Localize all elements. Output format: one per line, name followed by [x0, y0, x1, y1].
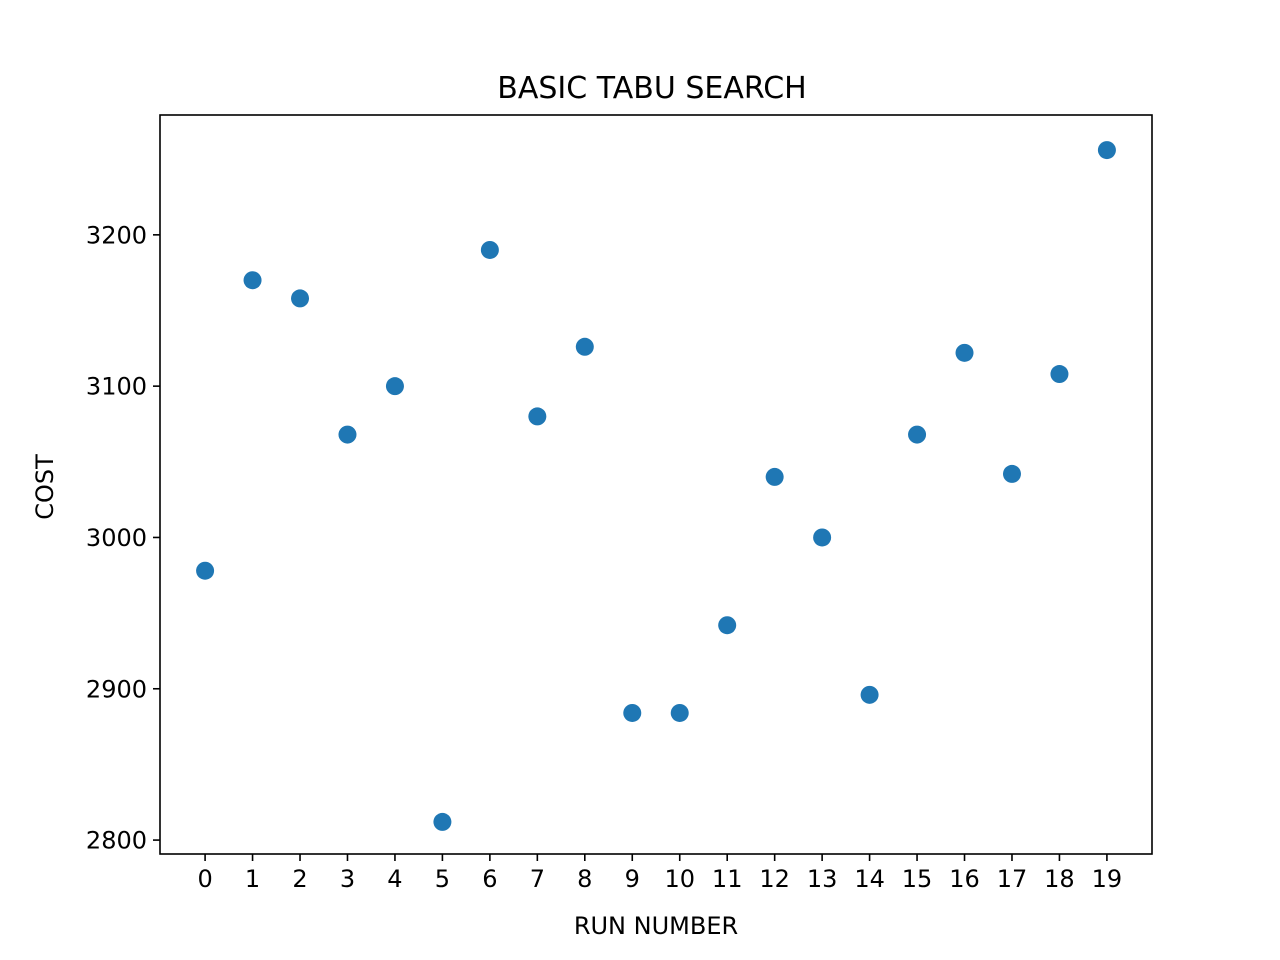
- data-point: [243, 271, 262, 290]
- x-tick-label: 10: [664, 865, 695, 893]
- y-axis-ticks: 2800 2900 3000 3100 3200: [86, 221, 160, 855]
- y-tick-label: 3100: [86, 373, 147, 401]
- data-point: [480, 240, 499, 259]
- x-tick-label: 9: [625, 865, 640, 893]
- data-point: [765, 467, 784, 486]
- data-point: [575, 337, 594, 356]
- data-point: [1097, 141, 1116, 160]
- x-tick-label: 3: [340, 865, 355, 893]
- x-tick-label: 5: [435, 865, 450, 893]
- x-tick-label: 14: [854, 865, 885, 893]
- data-point: [813, 528, 832, 547]
- y-axis-label: COST: [31, 454, 59, 520]
- data-point: [908, 425, 927, 444]
- x-tick-label: 15: [902, 865, 933, 893]
- x-tick-label: 18: [1044, 865, 1075, 893]
- data-point: [338, 425, 357, 444]
- data-point: [528, 407, 547, 426]
- data-point: [860, 685, 879, 704]
- x-tick-label: 8: [577, 865, 592, 893]
- x-tick-label: 2: [292, 865, 307, 893]
- x-axis-label: RUN NUMBER: [574, 912, 738, 940]
- x-tick-label: 1: [245, 865, 260, 893]
- data-point: [623, 703, 642, 722]
- x-axis-ticks: 0 1 2 3 4 5 6 7 8 9 10 11 12 13 14 15 16 17 18 19: [197, 854, 1122, 893]
- data-points: [196, 141, 1116, 831]
- x-tick-label: 17: [997, 865, 1028, 893]
- x-tick-label: 11: [712, 865, 743, 893]
- data-point: [670, 703, 689, 722]
- x-tick-label: 4: [387, 865, 402, 893]
- x-tick-label: 19: [1092, 865, 1123, 893]
- data-point: [1050, 365, 1069, 384]
- data-point: [1002, 464, 1021, 483]
- y-tick-label: 3000: [86, 524, 147, 552]
- data-point: [196, 561, 215, 580]
- data-point: [291, 289, 310, 308]
- plot-area-frame: [159, 114, 1153, 855]
- x-tick-label: 0: [197, 865, 212, 893]
- x-tick-label: 6: [482, 865, 497, 893]
- data-point: [718, 616, 737, 635]
- x-tick-label: 13: [807, 865, 838, 893]
- y-tick-label: 3200: [86, 221, 147, 249]
- data-point: [385, 377, 404, 396]
- x-tick-label: 12: [759, 865, 790, 893]
- data-point: [433, 812, 452, 831]
- data-point: [955, 343, 974, 362]
- y-tick-label: 2900: [86, 675, 147, 703]
- x-tick-label: 16: [949, 865, 980, 893]
- chart-title: BASIC TABU SEARCH: [497, 71, 806, 106]
- y-tick-label: 2800: [86, 827, 147, 855]
- x-tick-label: 7: [530, 865, 545, 893]
